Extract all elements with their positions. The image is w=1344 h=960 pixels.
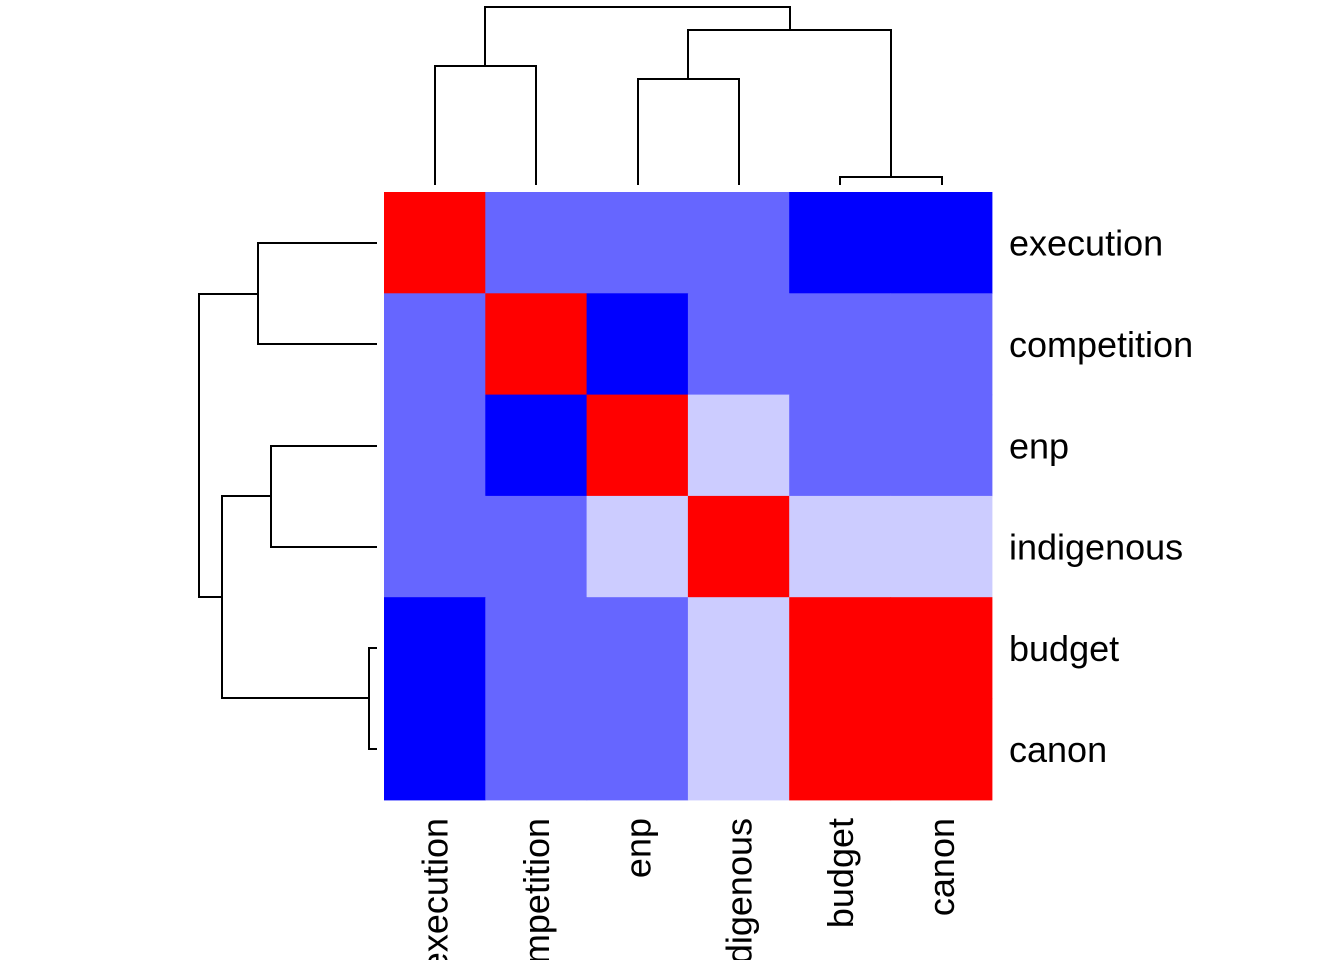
heatmap-cell-canon-indigenous <box>687 698 790 801</box>
heatmap-cell-enp-canon <box>890 394 993 497</box>
heatmap-cell-enp-indigenous <box>687 394 790 497</box>
heatmap-cell-enp-enp <box>586 394 689 497</box>
heatmap-cell-budget-enp <box>586 597 689 700</box>
heatmap-cell-competition-budget <box>789 293 892 396</box>
heatmap-cell-indigenous-execution <box>384 495 486 598</box>
row-label-competition: competition <box>1009 324 1193 365</box>
column-dendrogram-branch-4 <box>687 29 892 177</box>
column-dendrogram-branch-5 <box>484 6 791 66</box>
heatmap-cell-indigenous-competition <box>485 495 588 598</box>
heatmap-cell-indigenous-enp <box>586 495 689 598</box>
heatmap-cell-canon-competition <box>485 698 588 801</box>
column-label-enp: enp <box>617 818 658 878</box>
row-dendrogram <box>198 242 377 750</box>
heatmap-cell-competition-competition <box>485 293 588 396</box>
column-labels: execution competition enp indigenous budget c… <box>415 818 963 960</box>
heatmap-cell-competition-canon <box>890 293 993 396</box>
heatmap-cell-indigenous-indigenous <box>687 495 790 598</box>
heatmap-cell-execution-budget <box>789 192 892 294</box>
row-dendrogram-branch-4 <box>221 495 369 699</box>
column-dendrogram <box>434 6 943 185</box>
column-dendrogram-branch-3 <box>637 78 740 185</box>
heatmap-cell-budget-competition <box>485 597 588 700</box>
heatmap-cell-competition-enp <box>586 293 689 396</box>
heatmap-cell-canon-execution <box>384 698 486 801</box>
heatmap-cell-enp-competition <box>485 394 588 497</box>
heatmap-cell-canon-enp <box>586 698 689 801</box>
heatmap-cell-execution-canon <box>890 192 993 294</box>
heatmap-cells <box>384 192 993 801</box>
row-label-indigenous: indigenous <box>1009 527 1183 568</box>
column-label-competition: competition <box>516 818 557 960</box>
row-label-execution: execution <box>1009 223 1163 264</box>
heatmap-cell-budget-canon <box>890 597 993 700</box>
heatmap-cell-budget-indigenous <box>687 597 790 700</box>
row-label-canon: canon <box>1009 729 1107 770</box>
column-label-indigenous: indigenous <box>719 818 760 960</box>
heatmap-cell-indigenous-budget <box>789 495 892 598</box>
heatmap-cell-execution-enp <box>586 192 689 294</box>
heatmap-cell-execution-competition <box>485 192 588 294</box>
heatmap-cell-execution-execution <box>384 192 486 294</box>
heatmap-cell-canon-canon <box>890 698 993 801</box>
heatmap-cell-budget-execution <box>384 597 486 700</box>
row-dendrogram-branch-5 <box>198 293 258 598</box>
row-dendrogram-branch-1 <box>257 242 377 345</box>
row-dendrogram-branch-2 <box>368 647 377 750</box>
column-dendrogram-branch-1 <box>434 65 537 185</box>
heatmap-cell-execution-indigenous <box>687 192 790 294</box>
row-dendrogram-branch-3 <box>270 445 377 548</box>
heatmap-cell-competition-indigenous <box>687 293 790 396</box>
row-labels: execution competition enp indigenous budget c… <box>1009 223 1193 771</box>
column-label-budget: budget <box>820 818 861 928</box>
row-label-enp: enp <box>1009 425 1069 466</box>
row-label-budget: budget <box>1009 628 1119 669</box>
heatmap-cell-enp-execution <box>384 394 486 497</box>
heatmap-cell-enp-budget <box>789 394 892 497</box>
heatmap-cell-competition-execution <box>384 293 486 396</box>
heatmap-cell-indigenous-canon <box>890 495 993 598</box>
column-label-execution: execution <box>415 818 456 960</box>
heatmap-cell-budget-budget <box>789 597 892 700</box>
column-dendrogram-branch-2 <box>839 176 943 185</box>
heatmap-cell-canon-budget <box>789 698 892 801</box>
column-label-canon: canon <box>921 818 962 916</box>
